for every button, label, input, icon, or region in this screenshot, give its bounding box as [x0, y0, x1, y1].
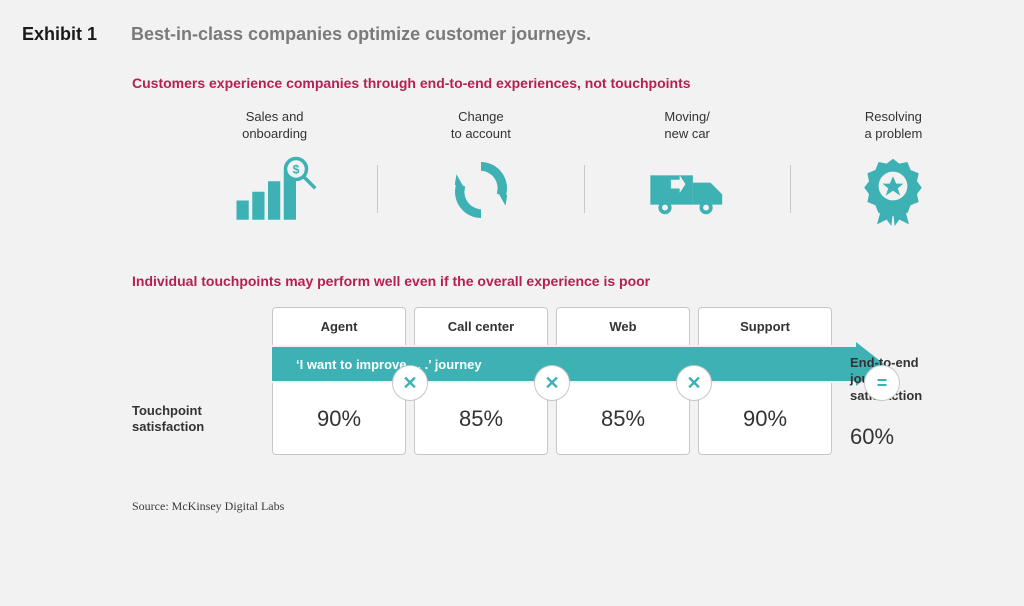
touchpoint-value-agent: 90% — [272, 383, 406, 455]
journey-item-sales: Sales andonboarding $ — [172, 109, 377, 225]
journey-item-label: Resolvinga problem — [864, 109, 922, 143]
multiply-badge: ✕ — [534, 365, 570, 401]
journey-item-change: Changeto account — [378, 109, 583, 225]
svg-text:$: $ — [292, 162, 299, 176]
touchpoint-headers: Agent Call center Web Support — [272, 307, 832, 345]
journey-item-resolving: Resolvinga problem — [791, 109, 996, 225]
touchpoint-row-label: Touchpointsatisfaction — [132, 403, 272, 436]
exhibit-title: Best-in-class companies optimize custome… — [131, 24, 591, 45]
multiply-icon: ✕ — [544, 373, 559, 394]
growth-dollar-icon: $ — [231, 155, 319, 225]
journey-item-label: Moving/new car — [664, 109, 710, 143]
touchpoint-value-web: 85% — [556, 383, 690, 455]
touchpoint-header-agent: Agent — [272, 307, 406, 345]
touchpoint-value-callcenter: 85% — [414, 383, 548, 455]
journey-item-label: Sales andonboarding — [242, 109, 307, 143]
touchpoint-values: 90% 85% 85% 90% ✕ ✕ ✕ = End-to-end journ… — [272, 383, 832, 455]
section2-heading: Individual touchpoints may perform well … — [132, 273, 996, 289]
cycle-arrows-icon — [437, 155, 525, 225]
result-value: 60% — [850, 424, 970, 450]
section1-heading: Customers experience companies through e… — [132, 75, 996, 91]
touchpoint-journey-diagram: Agent Call center Web Support ‘I want to… — [132, 307, 986, 455]
exhibit-header: Exhibit 1 Best-in-class companies optimi… — [22, 24, 996, 45]
multiply-badge: ✕ — [392, 365, 428, 401]
journey-item-moving: Moving/new car — [585, 109, 790, 225]
touchpoint-value-support: 90% — [698, 383, 832, 455]
truck-icon — [643, 155, 731, 225]
touchpoint-header-callcenter: Call center — [414, 307, 548, 345]
touchpoint-values-row: Touchpointsatisfaction 90% 85% 85% 90% ✕… — [132, 383, 986, 455]
multiply-badge: ✕ — [676, 365, 712, 401]
touchpoint-header-support: Support — [698, 307, 832, 345]
journey-arrow: ‘I want to improve . . .’ journey — [272, 345, 884, 383]
touchpoint-header-web: Web — [556, 307, 690, 345]
journey-item-label: Changeto account — [451, 109, 511, 143]
journey-icons-row: Sales andonboarding $ Changeto account — [172, 109, 996, 225]
award-ribbon-icon — [849, 155, 937, 225]
multiply-icon: ✕ — [686, 373, 701, 394]
multiply-icon: ✕ — [402, 373, 417, 394]
exhibit-number: Exhibit 1 — [22, 24, 97, 45]
equals-icon: = — [877, 373, 888, 394]
result-column: End-to-end journey satisfaction 60% — [850, 355, 970, 450]
source-attribution: Source: McKinsey Digital Labs — [132, 499, 996, 514]
equals-badge: = — [864, 365, 900, 401]
